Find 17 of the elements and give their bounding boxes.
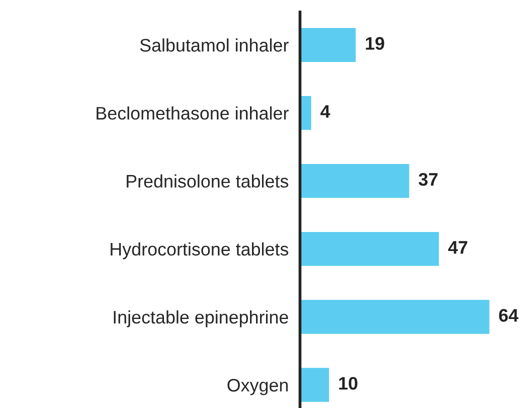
y-tick-label: Prednisolone tablets [126, 174, 288, 188]
data-label: 47 [448, 241, 468, 254]
y-tick-label: Hydrocortisone tablets [110, 242, 288, 260]
y-tick-label: Salbutamol inhaler [140, 38, 289, 52]
bar [300, 162, 411, 200]
y-tick-label: Injectable epinephrine [114, 310, 288, 328]
bar [300, 26, 358, 64]
bar [300, 366, 330, 404]
bar [300, 298, 491, 336]
data-label: 10 [339, 376, 358, 390]
bar [300, 230, 440, 268]
data-label: 19 [366, 37, 384, 50]
y-tick-label: Oxygen [228, 378, 288, 396]
data-label: 37 [418, 173, 438, 186]
y-tick-label: Beclomethasone inhaler [96, 106, 289, 120]
data-label: 4 [320, 105, 330, 118]
data-label: 64 [499, 308, 518, 322]
